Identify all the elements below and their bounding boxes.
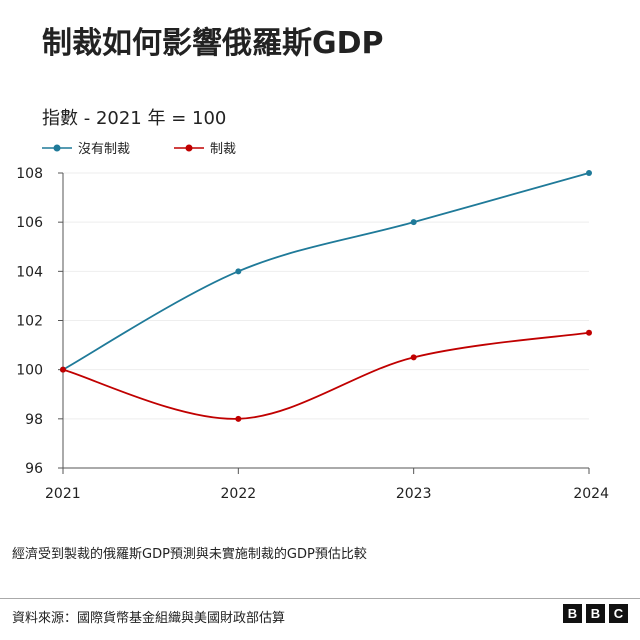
x-tick-label: 2024 bbox=[573, 486, 609, 502]
y-tick-label: 104 bbox=[16, 264, 43, 280]
legend: 沒有制裁 制裁 bbox=[42, 138, 236, 157]
source-text: 資料來源：國際貨幣基金組織與美國財政部估算 bbox=[12, 611, 286, 626]
legend-item-sanctions: 制裁 bbox=[174, 138, 236, 157]
y-tick-label: 106 bbox=[16, 215, 43, 231]
data-point bbox=[235, 268, 242, 275]
divider bbox=[0, 598, 640, 599]
y-tick-label: 98 bbox=[25, 412, 43, 428]
logo-letter: B bbox=[563, 604, 582, 623]
legend-label: 沒有制裁 bbox=[78, 142, 131, 157]
series-line bbox=[62, 331, 590, 420]
legend-swatch bbox=[42, 144, 72, 151]
chart-note: 經濟受到製裁的俄羅斯GDP預測與未實施制裁的GDP預估比較 bbox=[12, 547, 367, 562]
x-tick-label: 2021 bbox=[45, 486, 81, 502]
plot-area: 96 98 100 102 104 106 108 2021 2022 2023 2024 bbox=[16, 166, 609, 502]
data-point bbox=[60, 366, 66, 373]
data-point bbox=[235, 415, 242, 422]
y-axis-label: 指數 - 2021 年 = 100 bbox=[42, 108, 227, 129]
data-point bbox=[586, 329, 592, 336]
y-tick-label: 100 bbox=[16, 363, 43, 379]
logo-letter: B bbox=[586, 604, 605, 623]
x-tick-label: 2023 bbox=[396, 486, 432, 502]
legend-swatch bbox=[174, 144, 205, 151]
chart-title: 制裁如何影響俄羅斯GDP bbox=[42, 26, 384, 61]
y-tick-label: 108 bbox=[16, 166, 43, 182]
data-point bbox=[410, 219, 417, 226]
x-tick-label: 2022 bbox=[221, 486, 257, 502]
series-line bbox=[62, 172, 590, 371]
logo-letter: C bbox=[609, 604, 628, 623]
data-point bbox=[410, 354, 417, 361]
y-tick-label: 102 bbox=[16, 314, 43, 330]
legend-label: 制裁 bbox=[210, 142, 237, 157]
legend-item-no-sanctions: 沒有制裁 bbox=[42, 138, 130, 157]
data-point bbox=[586, 170, 592, 176]
y-tick-label: 96 bbox=[25, 461, 43, 477]
